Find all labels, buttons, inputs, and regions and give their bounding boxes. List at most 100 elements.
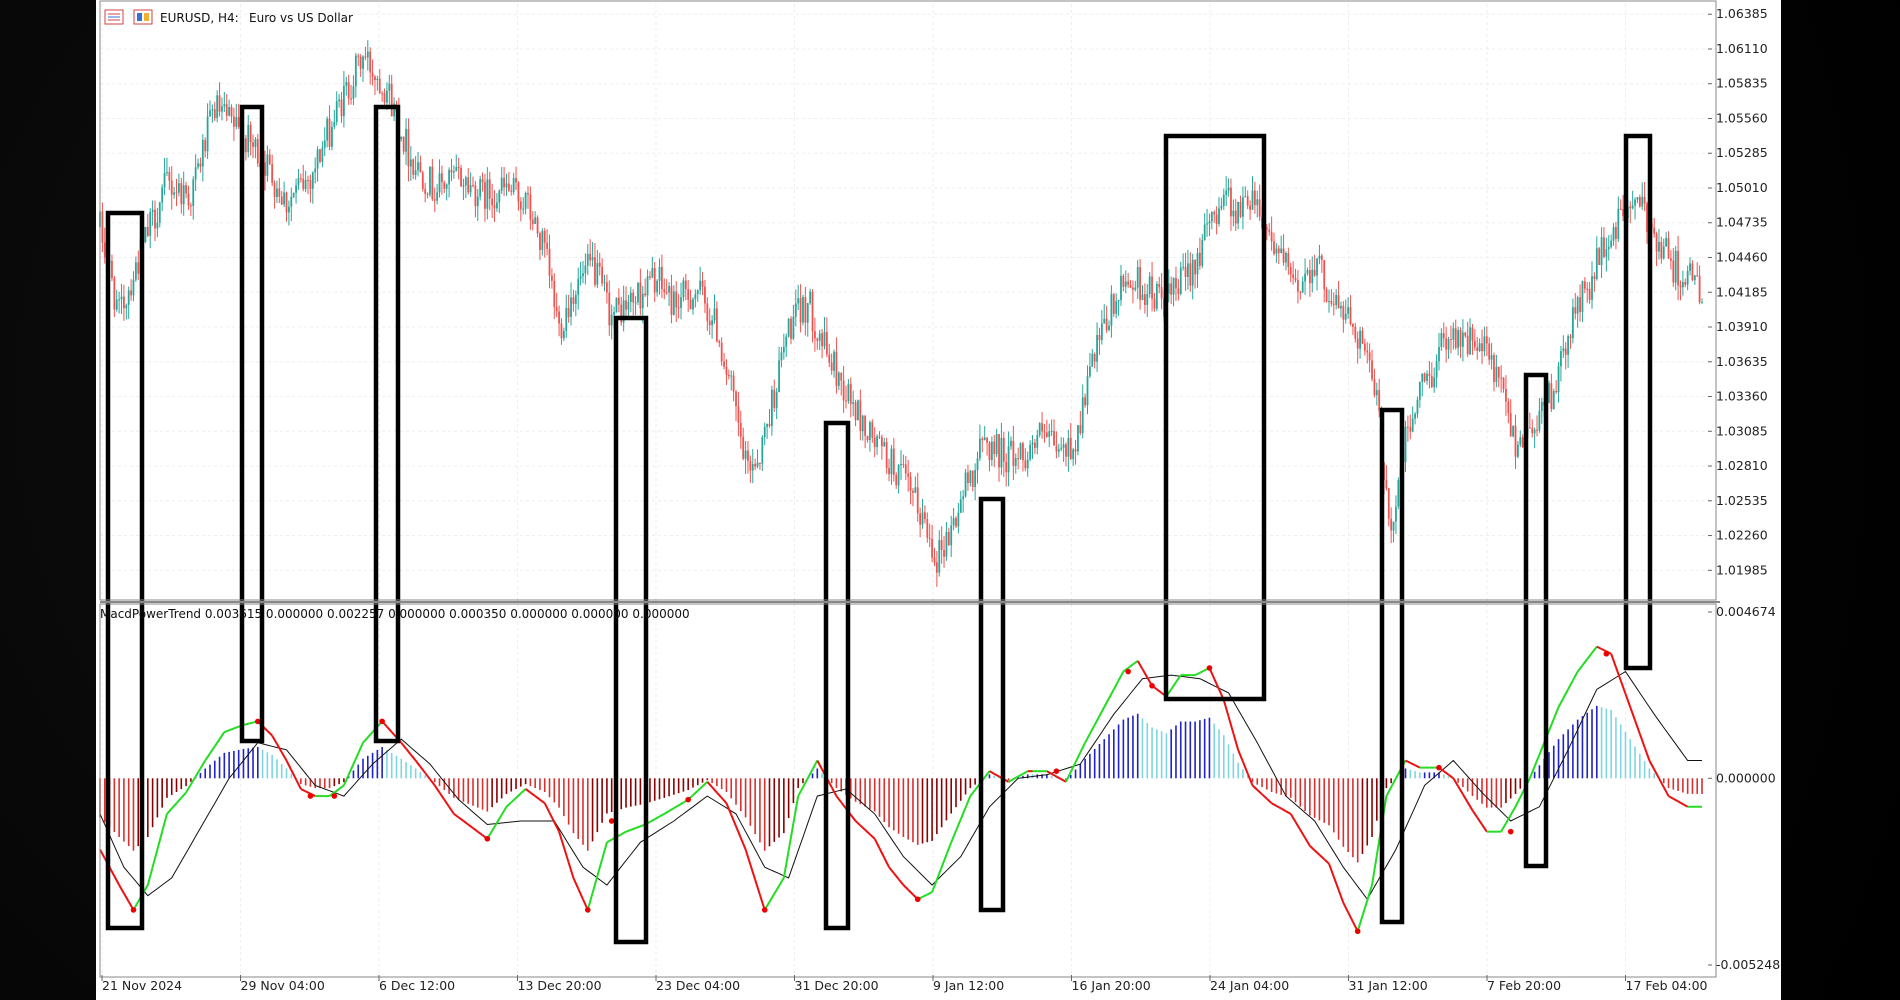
candle-body xyxy=(1038,423,1041,436)
macd-line-segment xyxy=(405,748,412,756)
candle-body xyxy=(1304,273,1306,282)
candle-body xyxy=(1562,348,1565,352)
candle-body xyxy=(613,312,615,315)
candle-body xyxy=(682,280,685,298)
candle-body xyxy=(285,192,288,213)
candle-body xyxy=(1002,437,1005,462)
chart-window[interactable]: 1.06385 1.06110 1.05835 1.05560 1.05285 1.050… xyxy=(96,0,1781,1000)
macd-line-segment xyxy=(438,791,446,801)
candle-body xyxy=(670,286,673,315)
macd-line-segment xyxy=(1194,671,1201,677)
macd-line-segment xyxy=(1466,801,1474,811)
candle-body xyxy=(1282,248,1285,263)
macd-line-segment xyxy=(739,837,747,850)
candle-body xyxy=(747,450,749,462)
candle-body xyxy=(907,473,910,477)
candle-body xyxy=(620,304,623,323)
candle-body xyxy=(957,512,960,527)
candle-body xyxy=(211,109,214,111)
candle-body xyxy=(510,190,513,192)
candle-body xyxy=(1292,274,1295,278)
candle-body xyxy=(663,289,666,293)
y-tick-label: 1.02810 xyxy=(1716,458,1768,473)
macd-line-segment xyxy=(940,854,948,868)
candle-body xyxy=(1029,444,1032,460)
highlight-box xyxy=(823,420,851,931)
candle-body xyxy=(452,171,455,173)
candle-body xyxy=(594,257,596,285)
candle-body xyxy=(1033,442,1036,448)
windows-icon[interactable] xyxy=(133,9,153,25)
candle-body xyxy=(1222,194,1225,206)
candle-body xyxy=(1072,449,1075,460)
x-tick-label: 24 Jan 04:00 xyxy=(1210,978,1289,993)
candle-body xyxy=(180,183,183,205)
macd-line-segment xyxy=(988,770,995,775)
candle-body xyxy=(254,139,257,147)
candle-body xyxy=(421,172,424,190)
macd-line-segment xyxy=(1457,785,1464,795)
macd-line-segment xyxy=(295,779,302,790)
candle-body xyxy=(845,400,847,402)
candle-body xyxy=(761,437,764,464)
macd-line-segment xyxy=(305,790,311,795)
candle-body xyxy=(1464,332,1467,336)
candle-body xyxy=(524,192,527,209)
candle-body xyxy=(1268,229,1271,232)
candle-body xyxy=(1356,338,1359,349)
macd-line-segment xyxy=(778,877,785,887)
candle-body xyxy=(486,179,489,209)
candle-body xyxy=(1253,190,1256,206)
candle-body xyxy=(1167,283,1170,294)
candle-body xyxy=(1404,426,1407,463)
candle-body xyxy=(144,226,147,242)
candle-body xyxy=(1670,258,1672,261)
candle-body xyxy=(644,293,647,296)
candle-body xyxy=(199,163,202,167)
macd-line-segment xyxy=(505,801,512,808)
macd-line-segment xyxy=(290,769,297,780)
candle-body xyxy=(962,496,965,500)
candle-body xyxy=(170,180,173,195)
candle-body xyxy=(1653,227,1656,234)
candle-body xyxy=(582,273,584,277)
candle-body xyxy=(935,562,938,573)
candle-body xyxy=(775,391,778,408)
candle-body xyxy=(1249,205,1251,210)
candle-body xyxy=(938,540,941,573)
macd-line-segment xyxy=(1342,902,1350,913)
candle-body xyxy=(266,154,269,176)
candle-body xyxy=(1373,379,1376,396)
macd-line-segment xyxy=(218,731,226,740)
macd-line-segment xyxy=(1629,706,1636,721)
candle-body xyxy=(474,185,477,207)
candle-body xyxy=(340,99,343,117)
candle-body xyxy=(995,434,998,455)
macd-line-segment xyxy=(1576,664,1584,673)
y-tick-label: 1.06110 xyxy=(1716,41,1768,56)
candle-body xyxy=(163,172,166,188)
macd-line-segment xyxy=(1323,858,1330,865)
macd-line-segment xyxy=(1619,680,1627,695)
candle-body xyxy=(976,458,979,471)
candle-body xyxy=(1540,402,1543,411)
panel-frames xyxy=(99,0,1720,978)
candle-body xyxy=(429,166,431,195)
candle-body xyxy=(276,188,278,198)
candle-body xyxy=(1208,221,1211,224)
macd-line-segment xyxy=(1476,816,1483,826)
candle-body xyxy=(1610,240,1613,247)
candle-body xyxy=(818,333,821,341)
macd-line-segment xyxy=(1366,884,1373,901)
macd-line-segment xyxy=(1677,800,1684,805)
candle-body xyxy=(1660,241,1663,259)
macd-line-segment xyxy=(601,842,608,860)
chart-canvas[interactable]: 1.06385 1.06110 1.05835 1.05560 1.05285 1.050… xyxy=(96,0,1781,1000)
candle-body xyxy=(799,298,802,323)
candle-body xyxy=(627,302,630,310)
macd-line-segment xyxy=(1309,845,1316,852)
candle-body xyxy=(1576,297,1579,314)
macd-line-segment xyxy=(477,830,484,837)
candle-body xyxy=(309,180,312,189)
macd-line-segment xyxy=(1227,716,1235,734)
